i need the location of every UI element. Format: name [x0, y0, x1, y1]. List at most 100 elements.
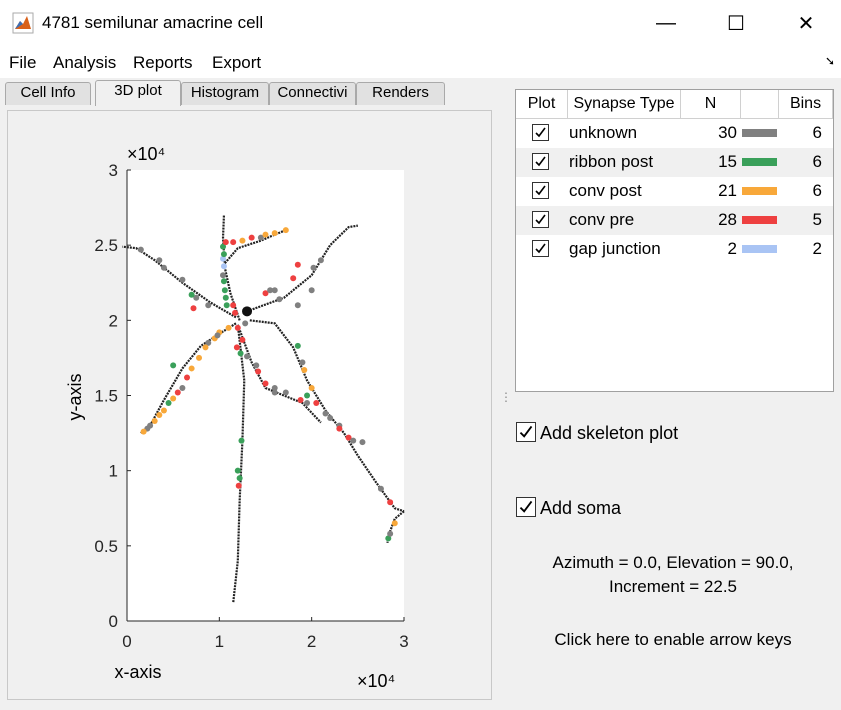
bins-value[interactable]: 5	[812, 210, 822, 229]
table-row: conv pre 28 5	[516, 206, 833, 235]
synapse-point	[336, 425, 343, 432]
y-tick-label: 3	[109, 161, 118, 180]
synapse-point	[205, 302, 212, 309]
synapse-point	[271, 384, 278, 391]
synapse-point	[184, 374, 191, 381]
tab-histogram[interactable]: Histogram	[181, 82, 269, 105]
col-plot[interactable]: Plot	[516, 90, 568, 118]
y-tick-label: 2	[109, 311, 118, 330]
close-button[interactable]: ✕	[797, 12, 815, 35]
synapse-type[interactable]: conv post	[569, 181, 642, 200]
plot-checkbox[interactable]	[532, 211, 549, 228]
soma-marker	[242, 306, 253, 317]
tab-renders[interactable]: Renders	[356, 82, 445, 105]
synapse-point	[297, 397, 304, 404]
x-tick-label: 2	[307, 632, 316, 651]
synapse-point	[156, 412, 163, 419]
synapse-point	[308, 384, 315, 391]
plot-checkbox[interactable]	[532, 124, 549, 141]
bins-value[interactable]: 6	[812, 152, 822, 171]
synapse-point	[262, 231, 269, 238]
synapse-point	[345, 434, 352, 441]
bins-value[interactable]: 2	[812, 239, 822, 258]
synapse-point	[248, 234, 255, 241]
color-swatch[interactable]	[742, 216, 777, 224]
synapse-point	[193, 294, 200, 301]
synapse-count: 30	[718, 123, 737, 142]
tab-cell-info[interactable]: Cell Info	[5, 82, 91, 105]
synapse-point	[313, 400, 320, 407]
synapse-point	[391, 520, 398, 527]
synapse-point	[214, 332, 221, 339]
add-skeleton-option[interactable]: Add skeleton plot	[516, 422, 679, 444]
dock-arrow-icon[interactable]: ➘	[824, 54, 835, 68]
tab-connectivity[interactable]: Connectivi	[269, 82, 356, 105]
table-row: unknown 30 6	[516, 119, 833, 148]
menu-reports[interactable]: Reports	[133, 53, 193, 72]
matlab-icon	[12, 12, 34, 34]
checkmark-icon	[535, 127, 546, 138]
synapse-point	[238, 437, 245, 444]
window-title: 4781 semilunar amacrine cell	[42, 13, 264, 32]
synapse-type[interactable]: conv pre	[569, 210, 635, 229]
x-tick-label: 3	[399, 632, 408, 651]
menu-export[interactable]: Export	[212, 53, 262, 72]
synapse-point	[188, 365, 195, 372]
synapse-point	[156, 257, 163, 264]
splitter-handle[interactable]: ⋮	[500, 390, 512, 404]
color-swatch[interactable]	[742, 158, 777, 166]
plot-checkbox[interactable]	[532, 182, 549, 199]
minimize-button[interactable]: —	[656, 11, 676, 34]
color-swatch[interactable]	[742, 245, 777, 253]
synapse-point	[140, 428, 147, 435]
synapse-point	[234, 324, 241, 331]
table-row: ribbon post 15 6	[516, 148, 833, 177]
bins-value[interactable]: 6	[812, 123, 822, 142]
menu-file[interactable]: File	[9, 53, 37, 72]
x-axis-label: x-axis	[114, 662, 161, 682]
synapse-point	[239, 336, 246, 343]
synapse-point	[377, 485, 384, 492]
add-soma-option[interactable]: Add soma	[516, 497, 622, 519]
3d-plot-axes[interactable]: 0 1 2 3 0 0.5 1 1.5 2 2.5 3 x-axis y-axis ×10⁴ ×10…	[8, 111, 491, 699]
maximize-button[interactable]: ☐	[727, 12, 745, 35]
synapse-point	[232, 309, 239, 316]
view-angle-status: Azimuth = 0.0, Elevation = 90.0, Increme…	[515, 551, 831, 599]
add-skeleton-checkbox[interactable]	[516, 422, 536, 443]
synapse-point	[235, 482, 242, 489]
table-header: Plot Synapse Type N Bins	[516, 90, 833, 119]
add-skeleton-label[interactable]: Add skeleton plot	[540, 423, 679, 443]
checkmark-icon	[519, 501, 533, 513]
synapse-point	[242, 320, 249, 327]
table-row: conv post 21 6	[516, 177, 833, 206]
synapse-point	[179, 276, 186, 283]
plot-checkbox[interactable]	[532, 240, 549, 257]
plot-area	[127, 170, 404, 621]
enable-arrow-keys-button[interactable]: Click here to enable arrow keys	[554, 630, 792, 649]
synapse-point	[257, 234, 264, 241]
tab-3d-plot[interactable]: 3D plot	[95, 80, 181, 106]
add-soma-checkbox[interactable]	[516, 497, 536, 518]
col-bins[interactable]: Bins	[779, 90, 833, 118]
menu-analysis[interactable]: Analysis	[53, 53, 117, 72]
synapse-type[interactable]: gap junction	[569, 239, 661, 258]
soma-layer	[242, 306, 253, 317]
add-soma-label[interactable]: Add soma	[540, 498, 622, 518]
plot-checkbox[interactable]	[532, 153, 549, 170]
synapse-type[interactable]: unknown	[569, 123, 638, 142]
bins-value[interactable]: 6	[812, 181, 822, 200]
y-exponent-label: ×10⁴	[127, 144, 165, 164]
col-synapse-type[interactable]: Synapse Type	[568, 90, 681, 118]
synapse-point	[170, 362, 177, 369]
synapse-point	[271, 389, 278, 396]
color-swatch[interactable]	[742, 187, 777, 195]
increment-text: Increment = 22.5	[608, 577, 738, 596]
y-tick-label: 1	[109, 462, 118, 481]
color-swatch[interactable]	[742, 129, 777, 137]
synapse-point	[237, 350, 244, 357]
col-color[interactable]	[741, 90, 779, 118]
col-n[interactable]: N	[681, 90, 741, 118]
synapse-point	[350, 437, 357, 444]
synapse-type[interactable]: ribbon post	[569, 152, 654, 171]
synapse-point	[304, 400, 311, 407]
